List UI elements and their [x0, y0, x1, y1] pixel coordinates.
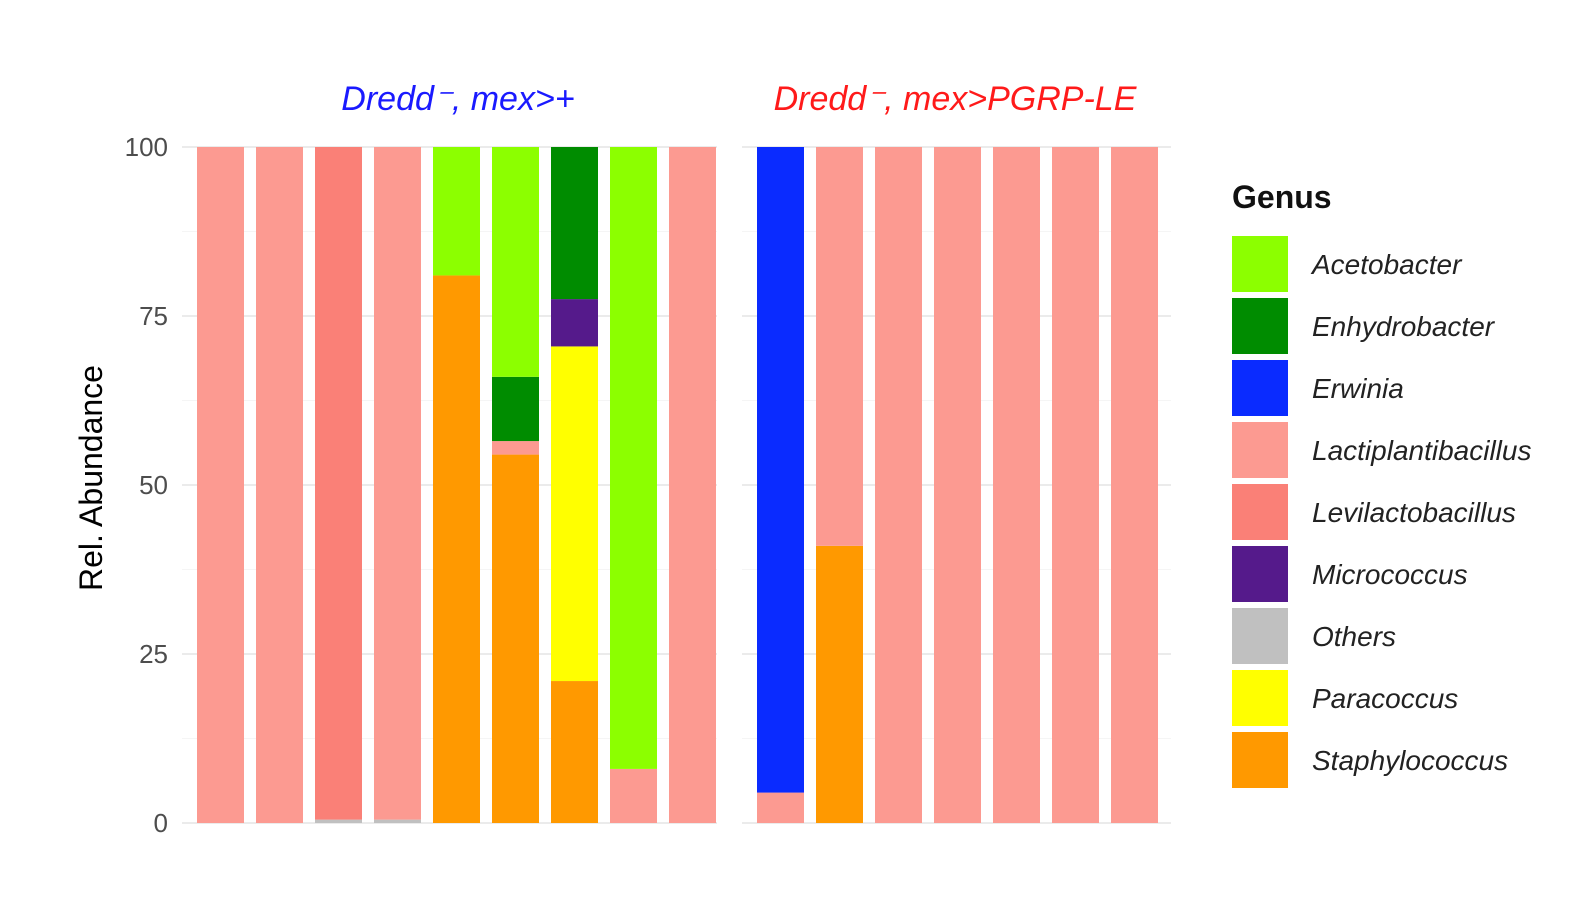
- legend-swatch: [1232, 732, 1288, 788]
- bar-segment-staphylococcus: [816, 545, 863, 823]
- legend: Genus Acetobacter Enhydrobacter Erwinia Lac…: [1232, 179, 1531, 788]
- legend-swatch: [1232, 670, 1288, 726]
- bar-segment-micrococcus: [551, 299, 598, 347]
- bar-segment-lactiplantibacillus: [610, 768, 657, 823]
- legend-swatch: [1232, 422, 1288, 478]
- legend-label: Lactiplantibacillus: [1312, 435, 1531, 466]
- y-tick-label: 0: [154, 808, 168, 838]
- bar-segment-acetobacter: [610, 147, 657, 769]
- y-tick-label: 25: [139, 639, 168, 669]
- y-axis: 0 25 50 75 100: [125, 132, 168, 838]
- legend-swatch: [1232, 546, 1288, 602]
- panel-title: Dredd⁻, mex>PGRP-LE: [774, 80, 1137, 118]
- legend-label: Staphylococcus: [1312, 745, 1508, 776]
- legend-title: Genus: [1232, 179, 1332, 215]
- legend-label: Erwinia: [1312, 373, 1404, 404]
- bar-segment-others: [374, 819, 421, 823]
- bars: [197, 147, 1158, 823]
- y-tick-label: 75: [139, 301, 168, 331]
- y-axis-label: Rel. Abundance: [73, 365, 109, 591]
- y-tick-label: 100: [125, 132, 168, 162]
- bar-segment-enhydrobacter: [551, 147, 598, 300]
- bar-segment-lactiplantibacillus: [875, 147, 922, 823]
- bar-segment-paracoccus: [551, 346, 598, 682]
- bar-segment-lactiplantibacillus: [374, 147, 421, 820]
- bar-segment-lactiplantibacillus: [993, 147, 1040, 823]
- bar-segment-lactiplantibacillus: [492, 441, 539, 455]
- legend-label: Levilactobacillus: [1312, 497, 1516, 528]
- panel-title: Dredd⁻, mex>+: [341, 80, 574, 118]
- bar-segment-staphylococcus: [551, 681, 598, 823]
- legend-label: Others: [1312, 621, 1396, 652]
- bar-segment-lactiplantibacillus: [1052, 147, 1099, 823]
- legend-swatch: [1232, 298, 1288, 354]
- bar-segment-lactiplantibacillus: [757, 792, 804, 823]
- bar-segment-lactiplantibacillus: [669, 147, 716, 823]
- panel-titles: Dredd⁻, mex>+ Dredd⁻, mex>PGRP-LE: [341, 80, 1136, 118]
- bar-segment-levilactobacillus: [315, 147, 362, 820]
- bar-segment-others: [315, 819, 362, 823]
- bar-segment-enhydrobacter: [492, 376, 539, 442]
- legend-swatch: [1232, 236, 1288, 292]
- bar-segment-staphylococcus: [433, 275, 480, 823]
- legend-label: Paracoccus: [1312, 683, 1458, 714]
- legend-swatch: [1232, 608, 1288, 664]
- legend-label: Enhydrobacter: [1312, 311, 1496, 342]
- y-tick-label: 50: [139, 470, 168, 500]
- legend-swatch: [1232, 360, 1288, 416]
- legend-swatch: [1232, 484, 1288, 540]
- bar-segment-lactiplantibacillus: [1111, 147, 1158, 823]
- bar-segment-staphylococcus: [492, 454, 539, 823]
- legend-label: Micrococcus: [1312, 559, 1468, 590]
- legend-label: Acetobacter: [1310, 249, 1463, 280]
- bar-segment-lactiplantibacillus: [256, 147, 303, 823]
- bar-segment-lactiplantibacillus: [816, 147, 863, 546]
- bar-segment-lactiplantibacillus: [934, 147, 981, 823]
- bar-segment-acetobacter: [433, 147, 480, 276]
- bar-segment-acetobacter: [492, 147, 539, 377]
- bar-segment-erwinia: [757, 147, 804, 793]
- bar-segment-lactiplantibacillus: [197, 147, 244, 823]
